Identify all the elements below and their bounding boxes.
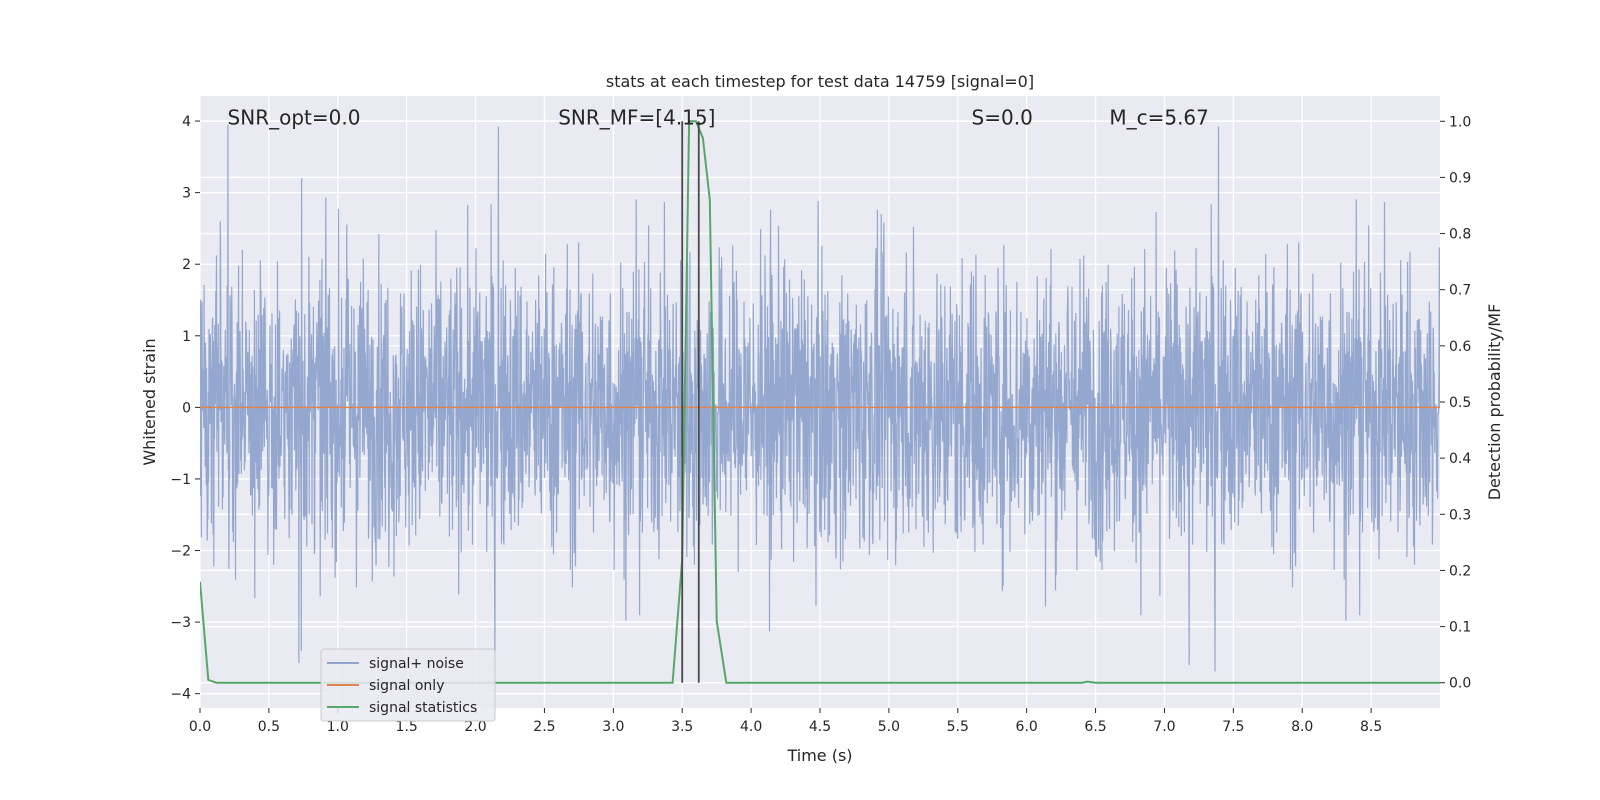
y-tick-label: 4 xyxy=(182,114,191,130)
annotation-snr-mf: SNR_MF=[4.15] xyxy=(558,105,715,129)
y-tick-label: −3 xyxy=(170,615,191,631)
y-right-tick-labels: 1.0 0.9 0.8 0.7 0.6 0.5 0.4 0.3 0.2 0.1 0.0 xyxy=(1440,114,1471,692)
y-right-tick-label: 0.2 xyxy=(1449,563,1471,579)
x-tick-label: 7.0 xyxy=(1153,719,1175,735)
x-tick-label: 3.5 xyxy=(671,719,693,735)
y-right-tick-label: 0.7 xyxy=(1449,283,1471,299)
y-tick-label: 0 xyxy=(182,400,191,416)
chart-title: stats at each timestep for test data 147… xyxy=(606,72,1034,91)
annotations: SNR_opt=0.0 SNR_MF=[4.15] S=0.0 M_c=5.67 xyxy=(228,105,1209,129)
legend-label-signal-noise: signal+ noise xyxy=(369,656,464,672)
y-tick-label: 3 xyxy=(182,186,191,202)
series-signal-noise xyxy=(200,124,1440,672)
x-tick-label: 0.0 xyxy=(189,719,211,735)
y-right-tick-label: 0.9 xyxy=(1449,170,1471,186)
vertical-lines xyxy=(681,121,700,683)
x-tick-label: 6.5 xyxy=(1084,719,1106,735)
y-axis-label-right: Detection probability/MF xyxy=(1485,304,1504,501)
legend-box xyxy=(320,648,496,722)
annotation-s-val: S=0.0 xyxy=(972,105,1033,129)
x-tick-label: 4.0 xyxy=(740,719,762,735)
y-right-tick-label: 0.4 xyxy=(1449,451,1471,467)
annotation-snr-opt: SNR_opt=0.0 xyxy=(228,105,361,129)
x-tick-label: 0.5 xyxy=(258,719,280,735)
y-right-tick-label: 0.8 xyxy=(1449,227,1471,243)
y-axis-label-left: Whitened strain xyxy=(140,338,159,465)
x-tick-label: 3.0 xyxy=(602,719,624,735)
y-tick-label: −4 xyxy=(170,687,191,703)
legend-label-signal-statistics: signal statistics xyxy=(369,700,477,716)
legend-label-signal-only: signal only xyxy=(369,678,444,694)
x-tick-label: 1.0 xyxy=(327,719,349,735)
y-right-tick-label: 0.3 xyxy=(1449,507,1471,523)
y-tick-label: −2 xyxy=(170,544,191,560)
y-tick-label: −1 xyxy=(170,472,191,488)
x-tick-label: 2.5 xyxy=(533,719,555,735)
annotation-mc-val: M_c=5.67 xyxy=(1109,105,1209,129)
x-tick-label: 4.5 xyxy=(809,719,831,735)
y-right-tick-label: 0.5 xyxy=(1449,395,1471,411)
x-tick-label: 5.5 xyxy=(947,719,969,735)
y-tick-label: 1 xyxy=(182,329,191,345)
y-right-tick-label: 0.0 xyxy=(1449,676,1471,692)
x-tick-label: 2.0 xyxy=(464,719,486,735)
y-tick-label: 2 xyxy=(182,257,191,273)
x-tick-label: 8.5 xyxy=(1360,719,1382,735)
x-tick-labels: 0.0 0.5 1.0 1.5 2.0 2.5 3.0 3.5 4.0 4.5 5.0 5.5 6.0 6… xyxy=(189,708,1382,735)
x-tick-label: 5.0 xyxy=(878,719,900,735)
x-tick-label: 6.0 xyxy=(1016,719,1038,735)
x-tick-label: 1.5 xyxy=(396,719,418,735)
y-right-tick-label: 1.0 xyxy=(1449,114,1471,130)
x-axis-label: Time (s) xyxy=(786,746,852,765)
y-right-tick-label: 0.6 xyxy=(1449,339,1471,355)
legend: signal+ noise signal only signal statist… xyxy=(320,648,496,722)
y-left-tick-labels: 4 3 2 1 0 −1 −2 −3 −4 xyxy=(170,114,200,703)
x-tick-label: 7.5 xyxy=(1222,719,1244,735)
y-right-tick-label: 0.1 xyxy=(1449,620,1471,636)
x-tick-label: 8.0 xyxy=(1291,719,1313,735)
